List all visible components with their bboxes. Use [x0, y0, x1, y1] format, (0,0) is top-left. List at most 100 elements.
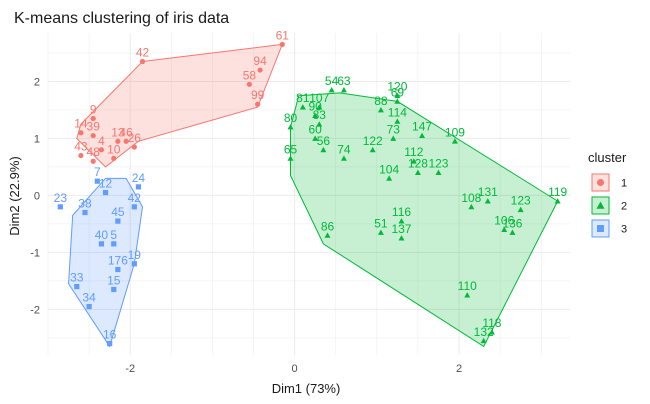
data-point	[340, 87, 347, 93]
data-point	[554, 198, 561, 204]
cluster-hull-1	[76, 43, 284, 168]
point-label: 90	[308, 100, 322, 114]
point-label: 12	[99, 177, 113, 191]
y-axis-label: Dim2 (22.9%)	[7, 156, 22, 235]
data-point	[398, 235, 405, 241]
data-point	[316, 104, 323, 110]
point-label: 39	[87, 120, 101, 134]
data-points	[57, 41, 561, 347]
legend-title: cluster	[588, 150, 627, 165]
point-label: 123	[428, 157, 448, 171]
point-label: 136	[502, 216, 522, 230]
x-tick-labels: -2 0 2	[125, 363, 462, 375]
point-label: 108	[461, 191, 481, 205]
cluster-hulls	[68, 43, 559, 348]
data-point	[509, 229, 516, 235]
x-tick-label: 0	[292, 363, 298, 375]
data-point	[386, 175, 393, 181]
point-label: 106	[494, 214, 514, 228]
data-point	[299, 104, 306, 110]
data-point	[377, 229, 384, 235]
data-point	[377, 106, 384, 113]
point-label: 10	[107, 142, 121, 156]
point-label: 56	[317, 134, 331, 148]
data-point	[131, 144, 137, 150]
point-label: 120	[387, 80, 407, 94]
point-label: 38	[78, 197, 92, 211]
point-label: 73	[387, 122, 401, 136]
data-point	[82, 209, 88, 216]
point-label: 54	[325, 74, 339, 88]
point-label: 33	[70, 271, 84, 285]
data-point	[90, 115, 96, 122]
data-point	[246, 81, 253, 87]
data-point	[488, 329, 495, 335]
y-tick-label: -2	[30, 304, 40, 316]
point-label: 119	[548, 185, 567, 199]
point-label: 118	[482, 316, 501, 330]
data-point	[98, 147, 105, 153]
data-point	[501, 226, 508, 233]
data-point	[287, 124, 294, 130]
data-point	[57, 204, 63, 210]
point-label: 131	[478, 185, 498, 199]
point-label: 48	[87, 145, 101, 159]
point-label: 116	[392, 205, 411, 219]
data-point	[464, 292, 471, 298]
legend-label-1: 1	[621, 178, 627, 190]
point-label: 104	[379, 162, 399, 176]
point-label: 9	[90, 102, 97, 116]
data-point	[139, 58, 146, 65]
point-label: 109	[445, 125, 465, 139]
grid	[47, 33, 570, 355]
point-label: 42	[136, 45, 150, 59]
data-point	[98, 241, 105, 247]
point-label: 132	[474, 325, 494, 339]
data-point	[86, 303, 92, 310]
data-point	[484, 198, 491, 204]
y-tick-label: 2	[34, 76, 40, 88]
data-point	[312, 112, 319, 119]
point-label: 60	[308, 122, 322, 136]
point-label: 61	[276, 28, 290, 42]
point-label: 88	[374, 94, 388, 108]
point-label: 23	[54, 191, 68, 205]
point-label: 114	[388, 105, 407, 119]
point-label: 42	[128, 191, 142, 205]
point-label: 147	[412, 120, 432, 134]
data-point	[468, 203, 475, 210]
legend-label-2: 2	[621, 201, 627, 213]
point-label: 123	[511, 194, 531, 208]
point-label: 74	[337, 142, 351, 156]
point-label: 176	[108, 254, 128, 268]
data-point	[480, 337, 487, 344]
point-label: 112	[404, 145, 423, 159]
point-label: 7	[94, 165, 101, 179]
x-tick-label: 2	[456, 363, 462, 375]
data-point	[435, 169, 442, 176]
point-label: 45	[111, 205, 125, 219]
data-point	[111, 286, 117, 293]
y-tick-label: 1	[34, 133, 40, 145]
data-point	[115, 218, 121, 224]
data-point	[78, 152, 84, 159]
data-point	[287, 155, 294, 161]
data-point	[451, 138, 458, 144]
legend: cluster 1 2 3	[588, 150, 627, 238]
data-point	[115, 138, 121, 144]
point-label: 86	[321, 219, 335, 233]
data-point	[340, 155, 347, 161]
point-label: 15	[107, 273, 121, 287]
legend-marker-2	[596, 201, 605, 209]
data-point	[135, 184, 142, 190]
data-point	[369, 146, 376, 153]
x-axis-label: Dim1 (73%)	[272, 381, 341, 396]
data-point	[394, 98, 401, 104]
point-label: 46	[119, 125, 133, 139]
data-point	[111, 155, 117, 161]
data-point	[320, 146, 327, 153]
data-point	[324, 232, 331, 238]
data-point	[107, 341, 113, 347]
data-point	[131, 261, 137, 267]
